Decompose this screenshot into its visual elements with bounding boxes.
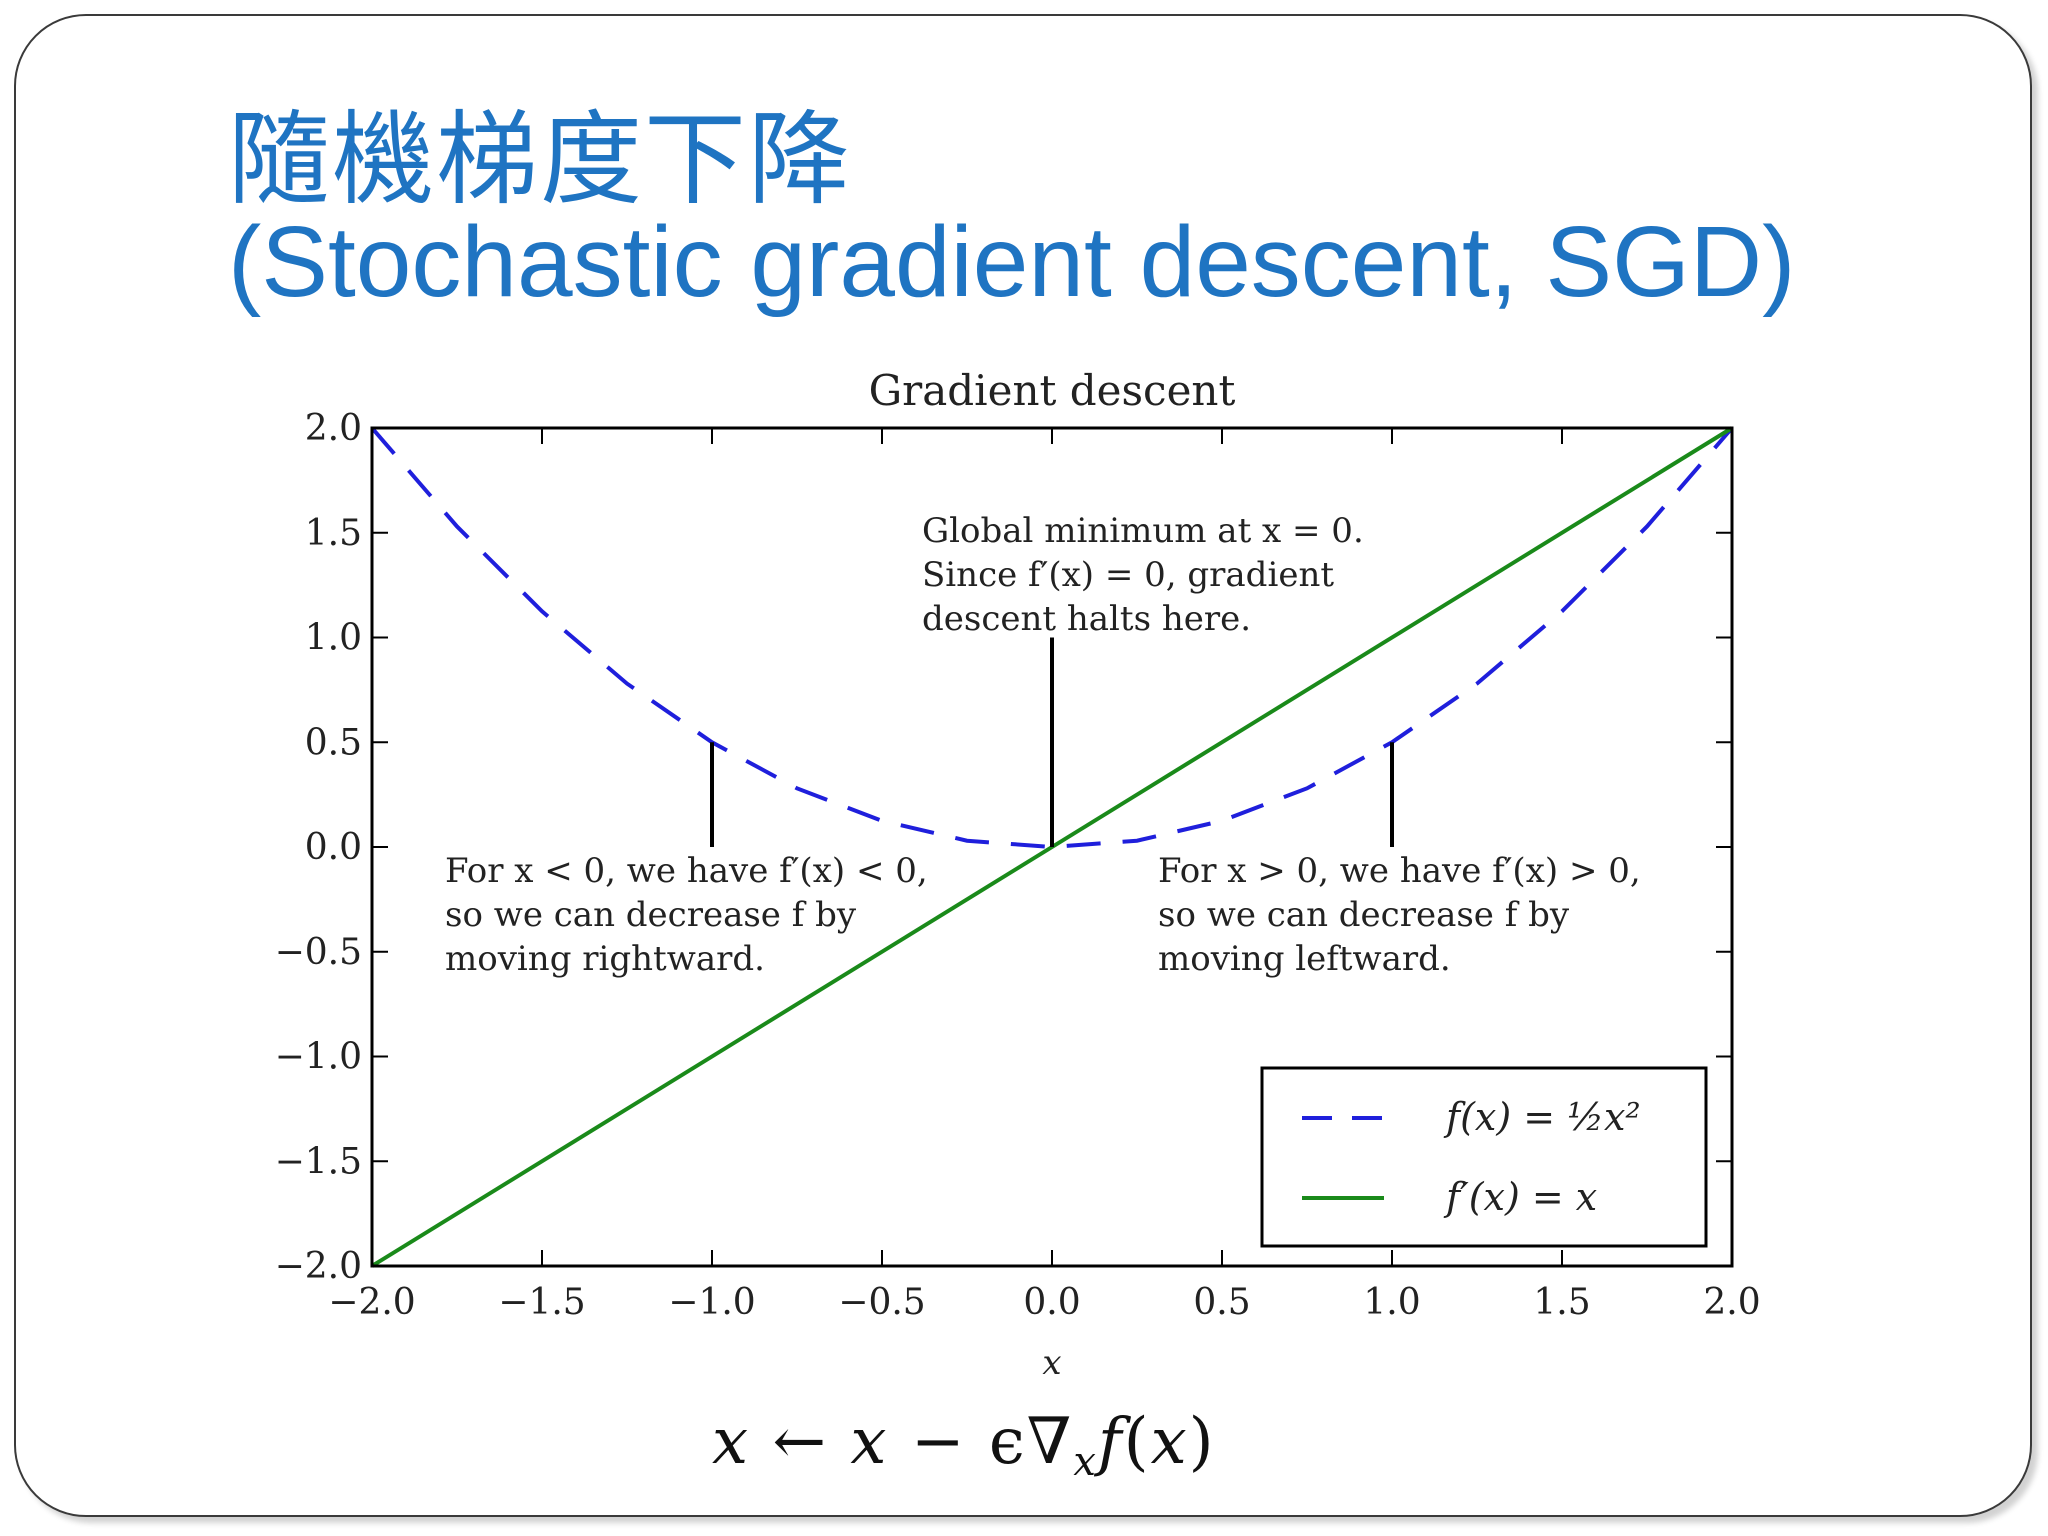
y-tick-label-4: 0.0 <box>305 827 362 868</box>
annotation-left-side-line-2: moving rightward. <box>445 939 765 979</box>
y-tick-label-7: 1.5 <box>305 513 362 554</box>
annotation-left-side-line-1: so we can decrease f by <box>445 895 857 935</box>
formula-arg: x <box>1150 1405 1189 1479</box>
x-tick-label-7: 1.5 <box>1533 1282 1590 1323</box>
annotation-global-min-line-0: Global minimum at x = 0. <box>922 511 1364 551</box>
sgd-update-formula: x ← x − ϵ∇xf(x) <box>712 1405 1216 1485</box>
y-tick-label-3: −0.5 <box>275 932 362 973</box>
x-tick-label-3: −0.5 <box>838 1282 925 1323</box>
formula-subscript: x <box>1073 1439 1098 1485</box>
x-tick-label-4: 0.0 <box>1023 1282 1080 1323</box>
annotation-left-side-line-0: For x < 0, we have f′(x) < 0, <box>445 851 928 891</box>
slide-title-english: (Stochastic gradient descent, SGD) <box>228 206 1796 318</box>
annotation-right-side-line-0: For x > 0, we have f′(x) > 0, <box>1158 851 1641 891</box>
y-tick-label-1: −1.5 <box>275 1141 362 1182</box>
y-tick-label-8: 2.0 <box>305 408 362 449</box>
formula-f: f <box>1097 1405 1124 1479</box>
slide-title-chinese: 隨機梯度下降 <box>228 101 852 220</box>
annotation-global-min-line-2: descent halts here. <box>922 599 1251 639</box>
legend-label-1: f′(x) = x <box>1443 1175 1597 1219</box>
formula-close-paren: ) <box>1188 1405 1216 1479</box>
formula-x: x <box>850 1405 889 1479</box>
annotation-global-min-line-1: Since f′(x) = 0, gradient <box>922 555 1334 595</box>
x-tick-label-8: 2.0 <box>1703 1282 1760 1323</box>
chart-title: Gradient descent <box>869 366 1236 415</box>
x-tick-label-2: −1.0 <box>668 1282 755 1323</box>
legend-box <box>1260 1066 1708 1248</box>
x-tick-label-6: 1.0 <box>1363 1282 1420 1323</box>
x-tick-label-5: 0.5 <box>1193 1282 1250 1323</box>
legend-label-0: f(x) = ½x² <box>1443 1095 1641 1139</box>
annotation-right-side-line-1: so we can decrease f by <box>1158 895 1570 935</box>
formula-epsilon-nabla: ϵ∇ <box>988 1405 1074 1479</box>
y-tick-label-2: −1.0 <box>275 1037 362 1078</box>
formula-arrow: ← <box>772 1405 829 1479</box>
annotation-right-side-line-2: moving leftward. <box>1158 939 1451 979</box>
x-axis-label: x <box>1042 1343 1061 1383</box>
y-tick-label-5: 0.5 <box>305 722 362 763</box>
x-tick-label-1: −1.5 <box>498 1282 585 1323</box>
formula-open-paren: ( <box>1123 1405 1151 1479</box>
plot-frame <box>370 426 1734 1268</box>
y-tick-label-6: 1.0 <box>305 618 362 659</box>
formula-lhs: x <box>712 1405 751 1479</box>
y-tick-label-0: −2.0 <box>275 1246 362 1287</box>
formula-minus: − <box>910 1405 967 1479</box>
x-tick-label-0: −2.0 <box>328 1282 415 1323</box>
